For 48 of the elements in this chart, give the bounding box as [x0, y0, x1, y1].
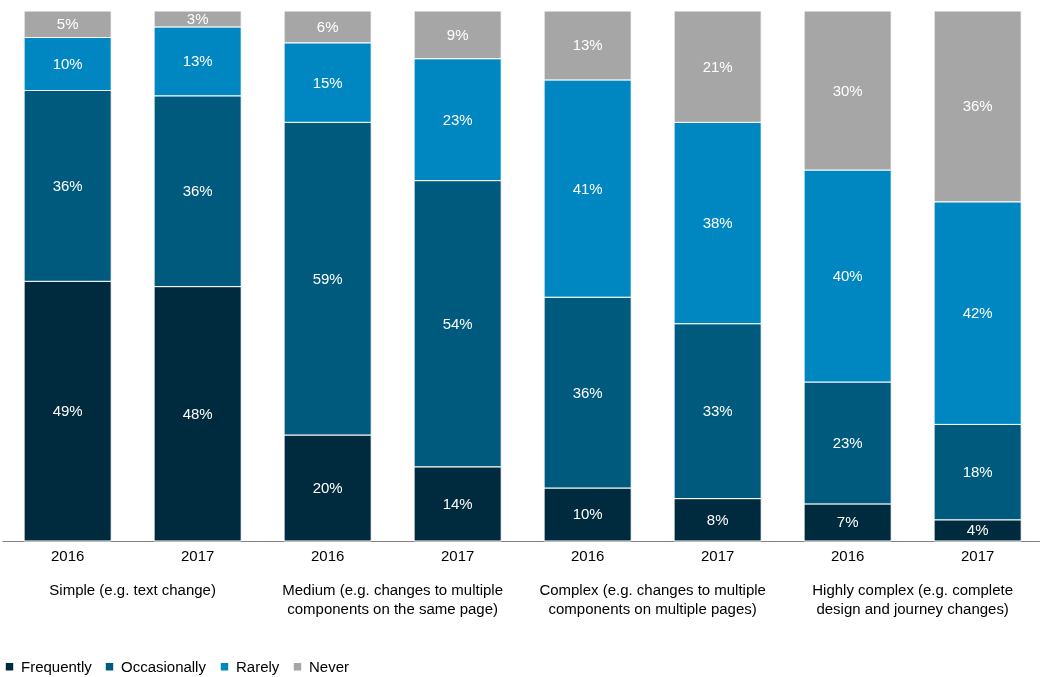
data-label: 7%: [836, 513, 859, 531]
x-tick-label: 2016: [310, 547, 345, 565]
data-label: 48%: [182, 404, 213, 422]
data-label: 36%: [962, 97, 993, 115]
text: Simple (e.g. text change): [49, 581, 216, 598]
data-label: 36%: [572, 383, 603, 401]
data-label: 23%: [832, 433, 863, 451]
text: Highly complex (e.g. complete design and journey changes): [812, 581, 1014, 617]
data-label: 30%: [832, 81, 863, 99]
legend-label: Occasionally: [121, 657, 207, 675]
x-tick-label: 2016: [570, 547, 605, 565]
data-label: 9%: [446, 25, 469, 43]
text: Medium (e.g. changes to multiple components on the same page): [282, 581, 504, 617]
x-tick-label: 2017: [440, 547, 475, 565]
data-label: 4%: [966, 521, 989, 539]
data-label: 5%: [56, 15, 79, 33]
data-label: 20%: [312, 479, 343, 496]
x-tick-label: 2017: [960, 547, 995, 565]
data-label: 13%: [572, 36, 603, 54]
legend-label: Frequently: [21, 657, 93, 675]
data-label: 38%: [702, 214, 733, 231]
data-label: 14%: [442, 494, 473, 512]
data-label: 10%: [52, 55, 83, 72]
data-label: 36%: [182, 182, 213, 200]
data-label: 21%: [702, 57, 733, 75]
data-label: 33%: [702, 402, 733, 420]
data-label: 18%: [962, 463, 993, 481]
data-label: 15%: [312, 73, 343, 91]
data-label: 41%: [572, 179, 603, 197]
data-label: 49%: [52, 402, 83, 420]
data-label: 59%: [312, 269, 343, 287]
x-tick-label: 2017: [700, 547, 735, 565]
data-label: 23%: [442, 110, 473, 128]
data-label: 13%: [182, 52, 213, 70]
data-label: 8%: [706, 510, 729, 528]
data-label: 6%: [316, 17, 339, 35]
data-label: 36%: [52, 176, 83, 194]
data-label: 54%: [442, 314, 473, 332]
x-tick-label: 2016: [830, 547, 865, 565]
legend-label: Never: [309, 657, 349, 675]
text: Complex (e.g. changes to multiple components on multiple pages): [539, 581, 766, 617]
data-label: 10%: [572, 505, 603, 523]
legend-label: Rarely: [236, 657, 280, 675]
data-label: 42%: [962, 304, 993, 322]
x-tick-label: 2016: [50, 547, 85, 565]
data-label: 3%: [186, 9, 209, 27]
x-tick-label: 2017: [180, 547, 215, 565]
data-label: 40%: [832, 267, 863, 284]
